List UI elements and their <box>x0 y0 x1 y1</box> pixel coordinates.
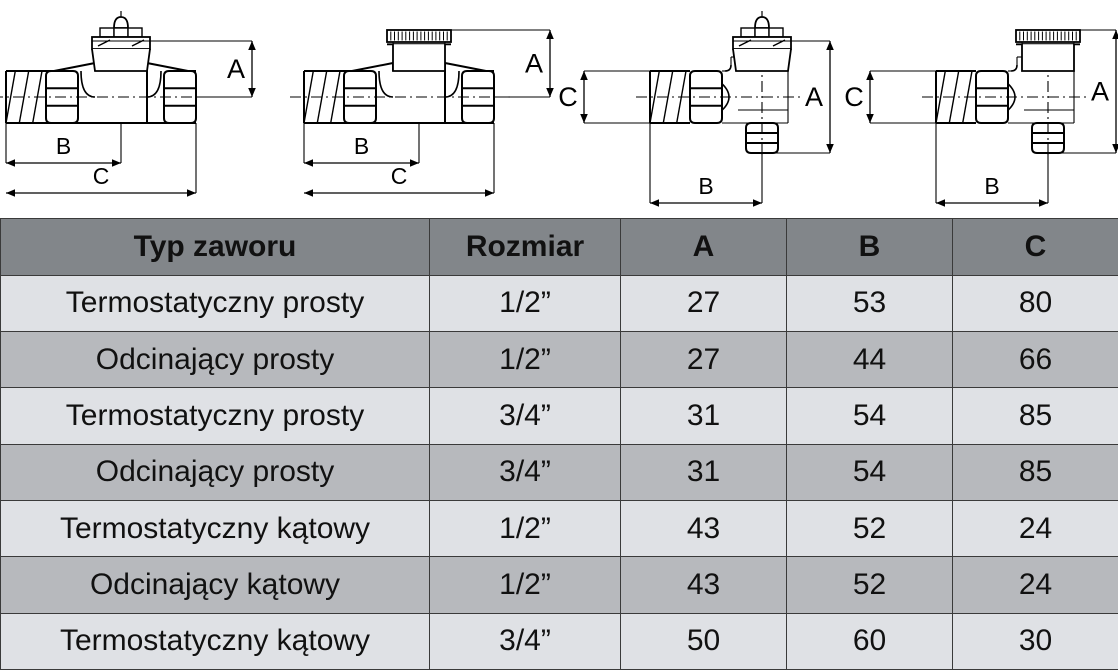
svg-text:B: B <box>56 133 71 159</box>
svg-text:C: C <box>558 82 578 112</box>
svg-text:A: A <box>525 49 543 79</box>
svg-text:B: B <box>984 173 999 199</box>
svg-text:A: A <box>1091 77 1109 107</box>
svg-text:C: C <box>391 163 408 189</box>
svg-text:A: A <box>227 54 245 84</box>
svg-text:B: B <box>698 173 713 199</box>
svg-text:C: C <box>93 163 110 189</box>
svg-text:C: C <box>844 82 864 112</box>
svg-text:B: B <box>354 133 369 159</box>
svg-text:A: A <box>805 82 823 112</box>
